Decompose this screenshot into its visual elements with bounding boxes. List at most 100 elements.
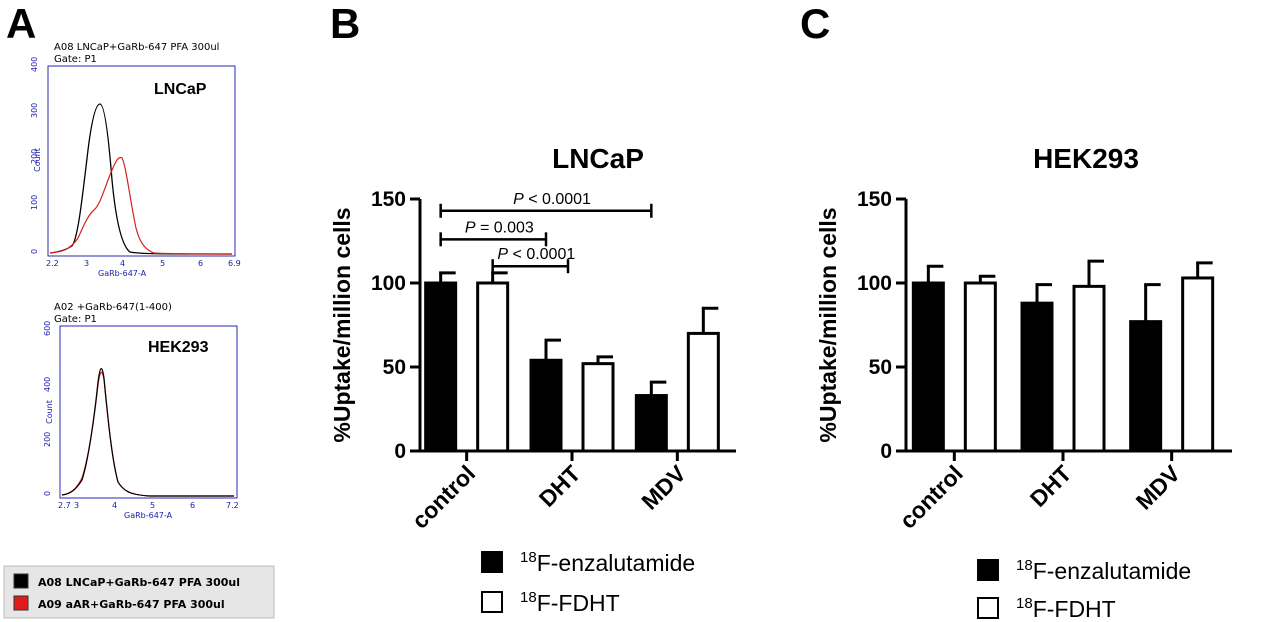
panel-letter-b: B bbox=[330, 0, 360, 47]
flow-top-ytick-400: 400 bbox=[30, 57, 39, 72]
bar-control-fdht bbox=[963, 281, 997, 453]
legend-b-label-fdht: 18F-FDHT bbox=[520, 589, 620, 616]
bar-control-enzalutamide bbox=[424, 281, 458, 453]
x-tick-label-dht: DHT bbox=[1025, 460, 1077, 512]
chart-c-ylabel: %Uptake/million cells bbox=[815, 207, 841, 442]
flow-bottom-xtick-2: 3 bbox=[74, 501, 79, 510]
y-tick-label: 50 bbox=[869, 356, 892, 379]
flow-histogram-hek293: A02 +GaRb-647(1-400) Gate: P1 HEK293 Cou… bbox=[43, 302, 239, 520]
bar-mdv-enzalutamide bbox=[634, 394, 668, 453]
x-tick-label-control: control bbox=[407, 460, 481, 534]
bar-mdv-fdht bbox=[686, 331, 720, 453]
flow-top-xlabel: GaRb-647-A bbox=[98, 269, 147, 278]
x-tick-label-dht: DHT bbox=[534, 460, 586, 512]
legend-b-swatch-enzalutamide bbox=[481, 551, 503, 573]
x-tick-label-mdv: MDV bbox=[636, 460, 691, 515]
legend-b: 18F-enzalutamide 18F-FDHT bbox=[481, 549, 695, 616]
chart-b-bars bbox=[424, 271, 720, 453]
legend-c-label-enzalutamide: 18F-enzalutamide bbox=[1016, 557, 1191, 584]
chart-b-ylabel: %Uptake/million cells bbox=[329, 207, 355, 442]
y-tick-label: 100 bbox=[857, 272, 892, 295]
bar-control-enzalutamide bbox=[911, 281, 945, 453]
flow-top-ytick-300: 300 bbox=[30, 103, 39, 118]
flow-top-curve-red bbox=[49, 156, 233, 255]
flow-top-gate: Gate: P1 bbox=[54, 54, 97, 65]
flow-top-frame bbox=[47, 65, 236, 257]
legend-b-sup-1: 18 bbox=[520, 589, 537, 606]
flow-legend-swatch-0 bbox=[13, 573, 29, 589]
legend-b-text-0: F-enzalutamide bbox=[537, 550, 696, 576]
flow-bottom-xtick-5: 6 bbox=[190, 501, 195, 510]
bar-mdv-enzalutamide bbox=[1129, 320, 1163, 453]
flow-top-ytick-0: 0 bbox=[30, 249, 39, 254]
flow-top-ytick-200: 200 bbox=[30, 149, 39, 164]
legend-b-label-enzalutamide: 18F-enzalutamide bbox=[520, 549, 695, 576]
flow-top-xtick-5: 6 bbox=[198, 259, 203, 268]
flow-top-xtick-4: 5 bbox=[160, 259, 165, 268]
panel-letter-a: A bbox=[6, 0, 36, 47]
x-tick-label-mdv: MDV bbox=[1131, 460, 1186, 515]
legend-c-sup-1: 18 bbox=[1016, 595, 1033, 612]
flow-bottom-ytick-400: 400 bbox=[43, 377, 52, 392]
legend-c-label-fdht: 18F-FDHT bbox=[1016, 595, 1116, 622]
legend-c-sup-0: 18 bbox=[1016, 557, 1033, 574]
legend-c-text-0: F-enzalutamide bbox=[1033, 558, 1192, 584]
flow-bottom-xtick-4: 5 bbox=[150, 501, 155, 510]
flow-top-xtick-6: 6.9 bbox=[228, 259, 241, 268]
bar-dht-enzalutamide bbox=[529, 358, 563, 453]
flow-legend-label-0: A08 LNCaP+GaRb-647 PFA 300ul bbox=[38, 576, 240, 589]
flow-histogram-lncap: A08 LNCaP+GaRb-647 PFA 300ul Gate: P1 LN… bbox=[30, 42, 241, 278]
legend-c-swatch-fdht bbox=[977, 597, 999, 619]
flow-top-label: LNCaP bbox=[154, 81, 207, 98]
flow-legend-label-1: A09 aAR+GaRb-647 PFA 300ul bbox=[38, 598, 225, 611]
chart-b-annotations: P < 0.0001 P = 0.003 P < 0.0001 bbox=[439, 191, 653, 274]
flow-bottom-label: HEK293 bbox=[148, 339, 209, 356]
flow-bottom-ytick-0: 0 bbox=[43, 491, 52, 496]
flow-top-header: A08 LNCaP+GaRb-647 PFA 300ul bbox=[54, 42, 219, 53]
flow-legend-box bbox=[3, 565, 275, 619]
chart-b-title: LNCaP bbox=[552, 143, 644, 174]
flow-bottom-xtick-1: 2.7 bbox=[58, 501, 71, 510]
flow-bottom-curve-red bbox=[61, 371, 234, 497]
flow-bottom-xtick-3: 4 bbox=[112, 501, 117, 510]
bar-dht-fdht bbox=[581, 362, 615, 453]
flow-top-xtick-1: 2.2 bbox=[46, 259, 59, 268]
significance-label: P < 0.0001 bbox=[497, 246, 575, 263]
y-tick-label: 100 bbox=[371, 272, 406, 295]
flow-legend-swatch-1 bbox=[13, 595, 29, 611]
bar-chart-lncap: LNCaP %Uptake/million cells 0 50 100 150 con… bbox=[329, 143, 736, 534]
flow-top-curve-black bbox=[49, 103, 233, 255]
y-tick-label: 0 bbox=[880, 440, 892, 463]
panel-letter-c: C bbox=[800, 0, 830, 47]
flow-top-ylabel: Count bbox=[33, 148, 42, 172]
flow-bottom-header: A02 +GaRb-647(1-400) bbox=[54, 302, 172, 313]
flow-bottom-xtick-6: 7.2 bbox=[226, 501, 239, 510]
flow-bottom-frame bbox=[59, 325, 238, 499]
bar-mdv-fdht bbox=[1181, 276, 1215, 453]
legend-c-swatch-enzalutamide bbox=[977, 559, 999, 581]
x-tick-label-control: control bbox=[894, 460, 968, 534]
bar-dht-fdht bbox=[1072, 284, 1106, 453]
chart-c-title: HEK293 bbox=[1033, 143, 1139, 174]
flow-bottom-curve-black bbox=[61, 368, 234, 497]
flow-top-xtick-2: 3 bbox=[84, 259, 89, 268]
chart-c-bars bbox=[911, 259, 1215, 453]
flow-bottom-ytick-200: 200 bbox=[43, 432, 52, 447]
y-tick-label: 50 bbox=[383, 356, 406, 379]
legend-c: 18F-enzalutamide 18F-FDHT bbox=[977, 557, 1191, 622]
flow-legend: A08 LNCaP+GaRb-647 PFA 300ul A09 aAR+GaR… bbox=[3, 565, 275, 619]
flow-bottom-ytick-600: 600 bbox=[43, 321, 52, 336]
flow-bottom-gate: Gate: P1 bbox=[54, 314, 97, 325]
bar-dht-enzalutamide bbox=[1020, 301, 1054, 453]
flow-top-xtick-3: 4 bbox=[120, 259, 125, 268]
y-tick-label: 150 bbox=[857, 188, 892, 211]
legend-c-text-1: F-FDHT bbox=[1033, 596, 1116, 622]
flow-bottom-ylabel: Count bbox=[45, 400, 54, 424]
legend-b-text-1: F-FDHT bbox=[537, 590, 620, 616]
y-tick-label: 0 bbox=[394, 440, 406, 463]
bar-chart-hek293: HEK293 %Uptake/million cells 0 50 100 150 co… bbox=[815, 143, 1232, 534]
legend-b-swatch-fdht bbox=[481, 591, 503, 613]
significance-label: P = 0.003 bbox=[465, 219, 534, 236]
y-tick-label: 150 bbox=[371, 188, 406, 211]
